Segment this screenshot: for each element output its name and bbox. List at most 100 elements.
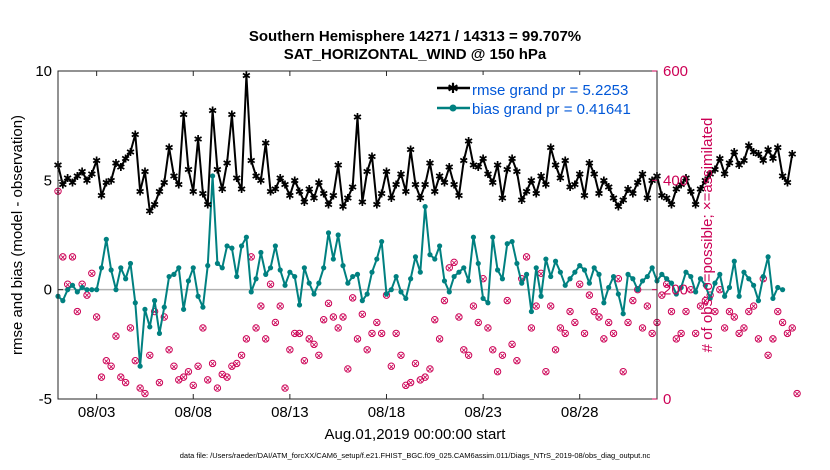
rmse-point: ✱	[763, 144, 772, 157]
obs-assimilated-marker: ×	[770, 335, 776, 343]
rmse-point: ✱	[97, 190, 106, 203]
bias-point	[470, 234, 477, 240]
obs-possible-marker	[532, 302, 540, 310]
obs-possible-marker	[150, 307, 159, 316]
rmse-point: ✱	[619, 194, 628, 207]
rmse-point: ✱	[73, 170, 82, 183]
obs-possible-marker	[503, 296, 511, 305]
bias-point	[490, 234, 496, 240]
data-file-footer: data file: /Users/raeder/DAI/ATM_forcXX/…	[179, 451, 651, 460]
bias-point	[243, 234, 249, 240]
rmse-point: ✱	[82, 174, 91, 187]
obs-possible-marker	[179, 373, 188, 381]
rmse-point: ✱	[280, 179, 289, 192]
bias-point	[668, 280, 675, 286]
bias-point	[330, 256, 336, 262]
rmse-point: ✱	[532, 187, 541, 200]
obs-possible-marker	[788, 324, 796, 332]
obs-assimilated-marker: ×	[355, 335, 361, 343]
rmse-point: ✱	[425, 157, 434, 170]
obs-assimilated-marker: ×	[224, 374, 230, 382]
bias-point	[586, 280, 592, 286]
obs-possible-marker	[189, 381, 197, 390]
bias-point	[446, 289, 452, 295]
obs-assimilated-marker: ×	[200, 325, 206, 333]
obs-possible-marker	[547, 302, 555, 310]
obs-possible-marker	[257, 302, 265, 310]
rmse-point: ✱	[493, 159, 502, 172]
bias-point	[287, 269, 293, 275]
rmse-point: ✱	[227, 109, 236, 122]
obs-assimilated-marker: ×	[335, 325, 341, 333]
bias-point	[644, 273, 650, 280]
obs-possible-marker	[725, 307, 734, 316]
obs-assimilated-marker: ×	[485, 325, 491, 333]
bias-point	[678, 284, 684, 291]
bias-point	[494, 267, 501, 273]
rmse-point: ✱	[556, 172, 565, 185]
obs-assimilated-marker: ×	[543, 368, 549, 376]
obs-assimilated-marker: ×	[108, 363, 114, 371]
bias-point	[84, 287, 90, 293]
obs-assimilated-marker: ×	[432, 316, 438, 324]
plot-frame	[57, 70, 658, 400]
rmse-point: ✱	[483, 168, 492, 181]
bias-point	[509, 238, 515, 245]
obs-assimilated-marker: ×	[89, 270, 95, 278]
bias-point	[649, 265, 655, 271]
rmse-point: ✱	[126, 146, 135, 159]
bias-point	[118, 265, 124, 271]
obs-possible-marker	[387, 362, 396, 370]
obs-possible-marker	[629, 296, 637, 305]
y-right-axis-ticks: 0 200 400 600	[652, 63, 688, 408]
rmse-point: ✱	[314, 177, 323, 190]
obs-possible-marker	[774, 307, 782, 316]
bias-point	[161, 304, 167, 310]
obs-possible-marker	[431, 316, 439, 324]
obs-possible-marker	[155, 378, 164, 387]
obs-possible-marker	[493, 367, 502, 376]
rmse-point: ✱	[136, 185, 145, 198]
obs-assimilated-marker: ×	[369, 330, 375, 338]
bias-point	[282, 282, 288, 288]
rmse-point: ✱	[430, 185, 439, 198]
obs-assimilated-marker: ×	[359, 311, 365, 319]
obs-possible-marker	[740, 324, 748, 332]
obs-assimilated-marker: ×	[683, 308, 689, 316]
obs-possible-marker	[513, 357, 521, 365]
obs-possible-marker	[160, 313, 168, 321]
obs-assimilated-marker: ×	[437, 335, 443, 343]
rmse-point: ✱	[546, 142, 555, 155]
bias-point	[301, 265, 307, 271]
bias-point	[659, 271, 665, 277]
obs-assimilated-marker: ×	[601, 335, 607, 343]
rmse-point: ✱	[488, 177, 497, 190]
bias-point	[200, 304, 206, 310]
rmse-point: ✱	[247, 155, 256, 168]
obs-assimilated-marker: ×	[292, 330, 298, 338]
obs-assimilated-marker: ×	[176, 376, 182, 384]
rmse-point: ✱	[309, 192, 318, 205]
bias-point	[147, 324, 153, 330]
rmse-point: ✱	[348, 181, 357, 194]
obs-assimilated-marker: ×	[548, 303, 554, 311]
obs-assimilated-marker: ×	[243, 335, 249, 343]
obs-possible-marker	[237, 351, 246, 359]
obs-possible-marker	[59, 253, 67, 261]
obs-possible-marker	[73, 307, 82, 316]
obs-assimilated-marker: ×	[553, 346, 559, 354]
bias-point	[736, 293, 742, 299]
obs-possible-marker	[291, 329, 299, 338]
rmse-point: ✱	[116, 161, 125, 174]
rmse-point: ✱	[662, 192, 671, 205]
rmse-point: ✱	[276, 172, 285, 185]
obs-assimilated-marker: ×	[287, 346, 293, 354]
bias-point	[195, 293, 201, 299]
obs-possible-marker	[92, 313, 101, 321]
obs-possible-marker	[266, 280, 275, 288]
obs-possible-marker	[648, 329, 656, 338]
obs-assimilated-marker: ×	[147, 352, 153, 360]
obs-possible-marker	[498, 351, 507, 359]
obs-possible-marker	[484, 324, 492, 332]
obs-possible-marker	[131, 357, 139, 365]
